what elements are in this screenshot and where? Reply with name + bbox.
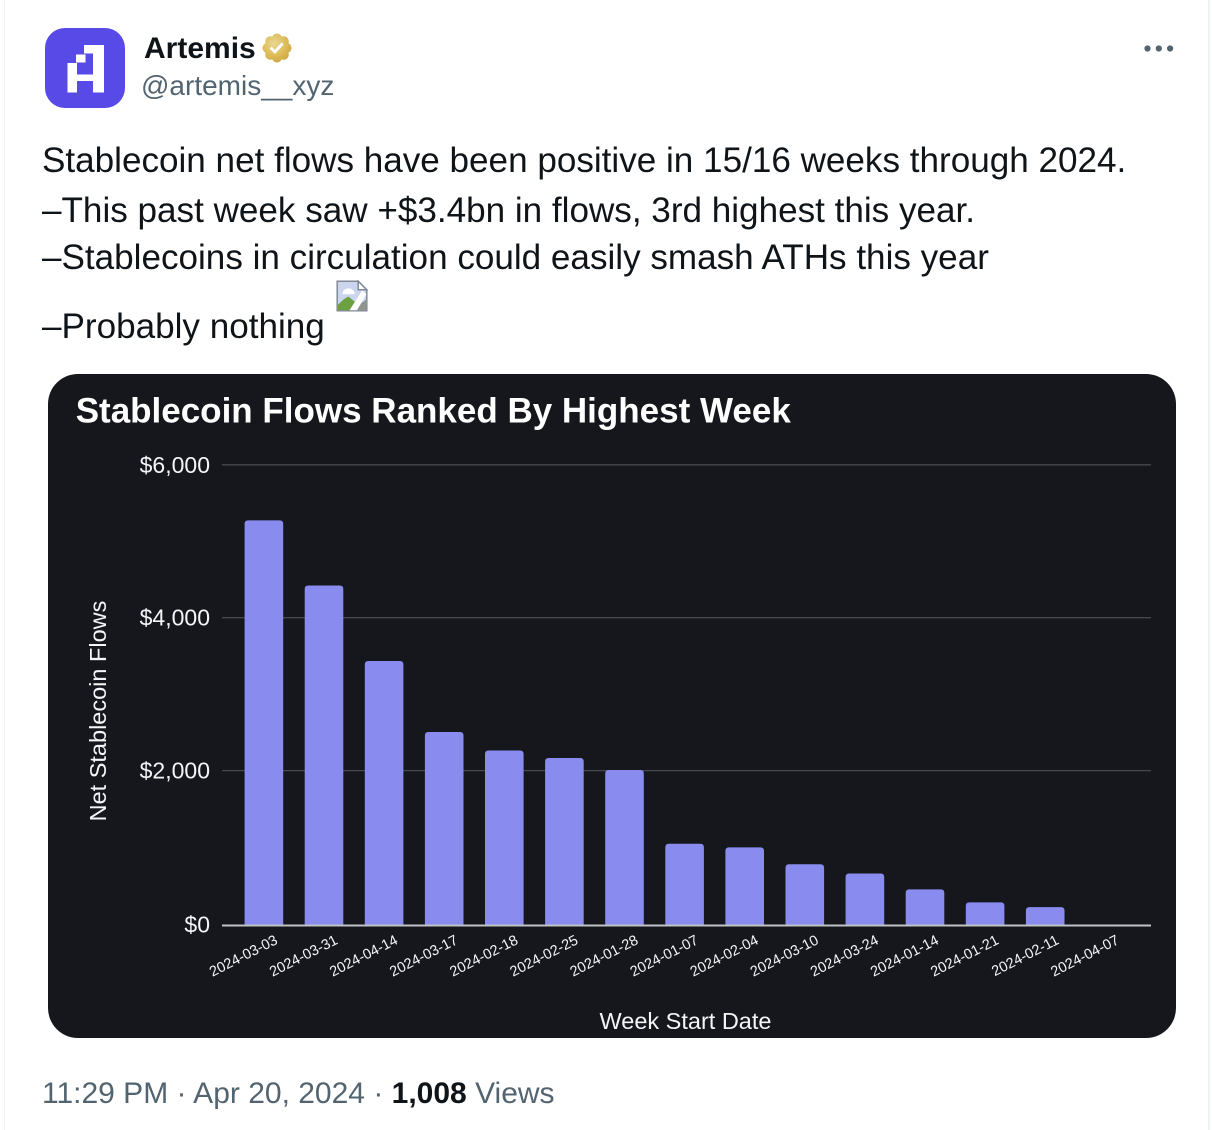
svg-text:Week Start Date: Week Start Date (600, 1008, 772, 1034)
svg-text:$4,000: $4,000 (140, 605, 210, 631)
svg-text:$6,000: $6,000 (140, 452, 210, 478)
svg-text:$0: $0 (184, 912, 210, 938)
svg-text:Net Stablecoin Flows: Net Stablecoin Flows (85, 601, 111, 822)
svg-text:$2,000: $2,000 (140, 758, 210, 784)
svg-text:Stablecoin Flows Ranked By Hig: Stablecoin Flows Ranked By Highest Week (76, 392, 792, 431)
